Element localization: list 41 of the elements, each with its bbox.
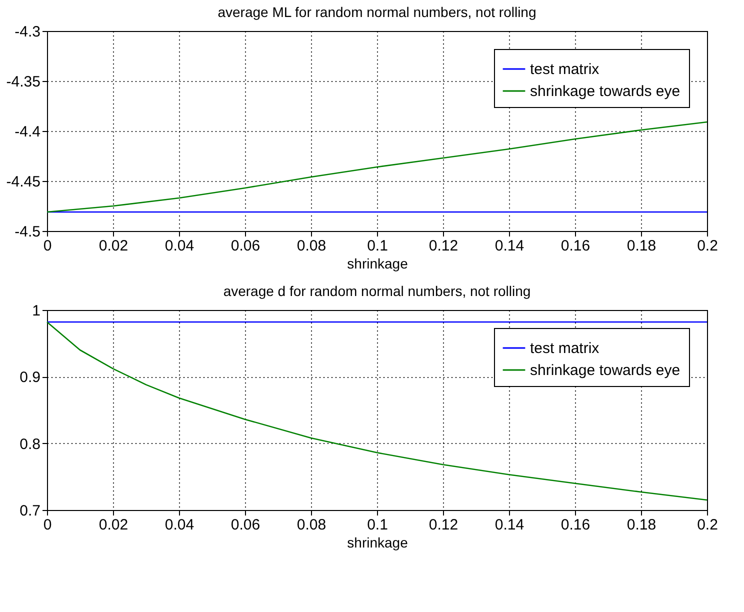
x-tick-label: 0.06 bbox=[230, 516, 260, 534]
x-tick-label: 0.14 bbox=[494, 516, 524, 534]
x-tick-label: 0.2 bbox=[697, 516, 718, 534]
x-tick-label: 0.14 bbox=[494, 238, 524, 254]
legend-label: shrinkage towards eye bbox=[530, 362, 680, 379]
y-tick-label: -4.4 bbox=[14, 124, 40, 140]
x-tick-label: 0.16 bbox=[560, 516, 590, 534]
y-tick-label: 0.9 bbox=[20, 369, 40, 386]
x-tick-label: 0.1 bbox=[367, 516, 388, 534]
x-tick-label: 0.12 bbox=[428, 516, 458, 534]
x-tick-label: 0.18 bbox=[626, 516, 656, 534]
y-tick-label: -4.3 bbox=[14, 24, 40, 40]
x-axis-title: shrinkage bbox=[347, 534, 408, 550]
chart-title: average d for random normal numbers, not rolling bbox=[223, 283, 531, 299]
legend-label: shrinkage towards eye bbox=[530, 83, 680, 100]
y-tick-label: 1 bbox=[32, 302, 40, 320]
x-tick-label: 0.04 bbox=[164, 516, 194, 534]
x-tick-label: 0.2 bbox=[697, 238, 718, 254]
legend-label: test matrix bbox=[530, 340, 600, 357]
x-tick-label: 0.08 bbox=[296, 238, 326, 254]
line-series bbox=[46, 321, 708, 501]
x-tick-label: 0.02 bbox=[98, 238, 128, 254]
x-tick-label: 0 bbox=[43, 238, 52, 254]
x-tick-label: 0 bbox=[43, 516, 52, 534]
line-series bbox=[46, 121, 708, 213]
chart-title: average ML for random normal numbers, not rolling bbox=[218, 4, 536, 20]
x-tick-label: 0.1 bbox=[367, 238, 388, 254]
x-axis-title: shrinkage bbox=[347, 256, 408, 272]
x-tick-label: 0.06 bbox=[230, 238, 260, 254]
legend-label: test matrix bbox=[530, 61, 600, 78]
x-tick-label: 0.08 bbox=[296, 516, 326, 534]
x-tick-label: 0.12 bbox=[428, 238, 458, 254]
x-tick-label: 0.04 bbox=[164, 238, 194, 254]
x-tick-label: 0.16 bbox=[560, 238, 590, 254]
y-tick-label: -4.5 bbox=[14, 224, 40, 240]
x-tick-label: 0.18 bbox=[626, 238, 656, 254]
y-tick-label: 0.8 bbox=[20, 436, 40, 453]
x-tick-label: 0.02 bbox=[98, 516, 128, 534]
y-tick-label: -4.45 bbox=[6, 174, 40, 190]
y-tick-label: 0.7 bbox=[20, 502, 40, 520]
y-tick-label: -4.35 bbox=[6, 74, 40, 90]
